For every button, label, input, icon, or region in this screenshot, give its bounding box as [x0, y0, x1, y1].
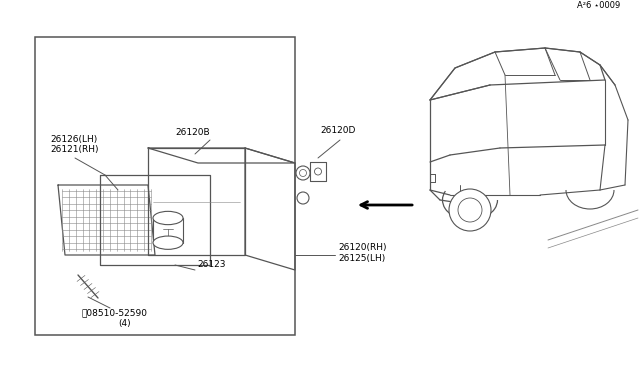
Text: Ⓝ08510-52590: Ⓝ08510-52590 — [82, 308, 148, 317]
Text: 26126(LH): 26126(LH) — [50, 135, 97, 144]
Text: 26120(RH): 26120(RH) — [338, 243, 387, 252]
Bar — [35, 37, 295, 335]
Ellipse shape — [296, 166, 310, 180]
Ellipse shape — [458, 198, 482, 222]
Ellipse shape — [153, 236, 183, 249]
Text: 26120B: 26120B — [175, 128, 210, 137]
Ellipse shape — [314, 168, 321, 175]
Text: 26120D: 26120D — [320, 126, 355, 135]
Text: 26121(RH): 26121(RH) — [50, 145, 99, 154]
Text: 26125(LH): 26125(LH) — [338, 254, 385, 263]
Ellipse shape — [297, 192, 309, 204]
Ellipse shape — [153, 211, 183, 225]
Ellipse shape — [449, 189, 491, 231]
Text: 26123: 26123 — [197, 260, 225, 269]
Text: (4): (4) — [118, 319, 131, 328]
Text: A²6 ⋆0009: A²6 ⋆0009 — [577, 1, 620, 10]
Ellipse shape — [300, 170, 307, 176]
